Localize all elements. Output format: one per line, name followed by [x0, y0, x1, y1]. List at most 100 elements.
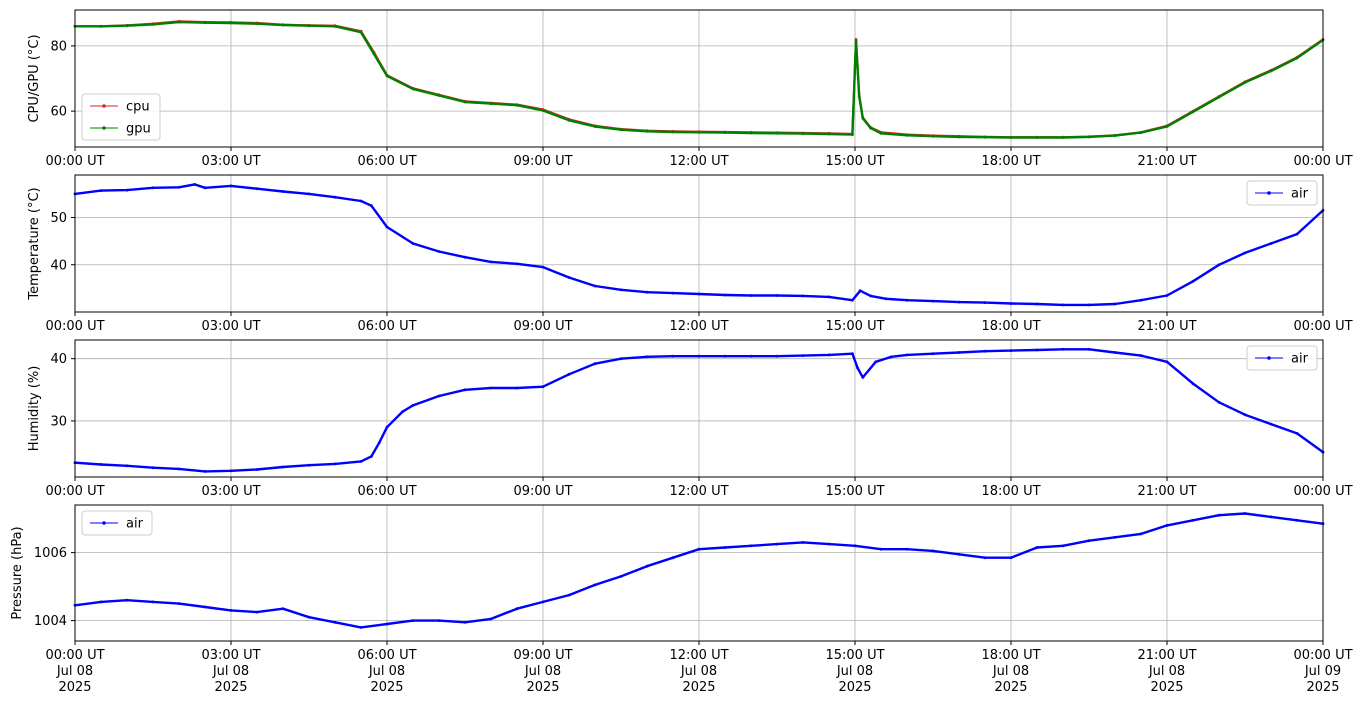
- data-point: [593, 583, 597, 587]
- data-point: [801, 132, 805, 136]
- data-point: [307, 24, 311, 28]
- data-point: [645, 129, 649, 133]
- x-tick-label: 03:00 UT: [201, 154, 260, 169]
- data-point: [281, 23, 285, 27]
- data-point: [385, 425, 389, 429]
- y-tick-label: 60: [50, 105, 67, 120]
- x-tick-label: 15:00 UT Jul 08 2025: [825, 648, 884, 695]
- data-point: [1087, 135, 1091, 139]
- y-axis-label: Pressure (hPa): [10, 526, 25, 619]
- data-point: [983, 556, 987, 560]
- data-point: [854, 39, 858, 43]
- x-tick-label: 18:00 UT Jul 08 2025: [981, 648, 1040, 695]
- x-tick-label: 21:00 UT: [1137, 319, 1196, 334]
- data-point: [567, 372, 571, 376]
- legend: cpu gpu: [81, 93, 161, 141]
- legend-label: cpu: [126, 100, 150, 115]
- data-point: [307, 192, 311, 196]
- data-point: [1269, 422, 1273, 426]
- y-tick-label: 80: [50, 39, 67, 54]
- data-point: [359, 30, 363, 34]
- data-point: [99, 600, 103, 604]
- data-point: [1191, 518, 1195, 522]
- data-point: [775, 542, 779, 546]
- data-point: [931, 549, 935, 553]
- y-axis-label: Temperature (°C): [27, 187, 42, 300]
- data-point: [983, 349, 987, 353]
- data-point: [1165, 360, 1169, 364]
- data-point: [671, 130, 675, 134]
- data-point: [177, 185, 181, 189]
- data-point: [723, 131, 727, 135]
- data-point: [437, 619, 441, 622]
- data-point: [957, 135, 961, 139]
- data-point: [827, 132, 831, 136]
- data-point: [931, 352, 935, 356]
- data-point: [1165, 524, 1169, 527]
- data-point: [567, 593, 571, 597]
- data-point: [385, 622, 389, 626]
- series-line-gpu: [75, 20, 1324, 139]
- data-point: [593, 284, 597, 288]
- data-point: [905, 547, 909, 551]
- data-point: [515, 386, 519, 390]
- data-point: [1269, 515, 1273, 519]
- data-point: [333, 620, 337, 624]
- data-point: [229, 21, 233, 25]
- y-tick-label: 1004: [34, 614, 67, 629]
- data-point: [1139, 131, 1143, 135]
- x-tick-label: 09:00 UT: [513, 154, 572, 169]
- data-point: [671, 291, 675, 295]
- data-point: [255, 22, 259, 26]
- data-point: [905, 133, 909, 137]
- data-point: [1217, 400, 1221, 404]
- data-point: [1061, 136, 1065, 139]
- data-point: [801, 354, 805, 357]
- data-point: [851, 133, 854, 137]
- y-axis-label: CPU/GPU (°C): [27, 34, 42, 122]
- data-point: [1165, 125, 1169, 128]
- data-point: [1009, 556, 1013, 560]
- data-point: [1139, 298, 1143, 302]
- chart-panel-1: 00:00 UT 03:00 UT 06:00 UT 09:00 UT 12:00 UT…: [27, 9, 1353, 169]
- data-point: [463, 388, 467, 392]
- y-tick-label: 40: [50, 352, 67, 367]
- data-point: [1139, 532, 1143, 536]
- data-point: [1035, 348, 1039, 352]
- data-point: [851, 352, 854, 356]
- data-point: [1243, 413, 1247, 417]
- data-point: [1139, 354, 1143, 357]
- data-point: [359, 460, 363, 463]
- data-point: [645, 355, 649, 359]
- data-point: [775, 354, 779, 358]
- data-point: [749, 294, 753, 297]
- data-point: [869, 126, 872, 130]
- data-point: [1165, 294, 1169, 297]
- legend-swatch-marker: [1267, 356, 1271, 360]
- data-point: [857, 95, 861, 98]
- data-point: [177, 602, 181, 605]
- data-point: [99, 189, 103, 193]
- data-point: [1113, 535, 1117, 539]
- data-point: [1243, 251, 1247, 255]
- data-point: [1243, 81, 1247, 84]
- x-tick-label: 09:00 UT Jul 08 2025: [513, 648, 572, 695]
- data-point: [1295, 518, 1299, 522]
- data-point: [1217, 95, 1221, 99]
- data-point: [567, 118, 571, 122]
- data-point: [203, 186, 207, 190]
- data-point: [983, 135, 987, 139]
- data-point: [827, 295, 831, 299]
- x-tick-label: 21:00 UT: [1137, 154, 1196, 169]
- data-point: [281, 465, 285, 469]
- legend-swatch-marker: [102, 104, 106, 108]
- data-point: [370, 455, 373, 458]
- data-point: [1035, 302, 1039, 306]
- data-point: [1009, 302, 1013, 305]
- data-point: [151, 466, 155, 470]
- data-point: [463, 620, 467, 624]
- data-point: [203, 470, 207, 473]
- data-point: [619, 288, 623, 292]
- x-tick-label: 03:00 UT Jul 08 2025: [201, 648, 260, 695]
